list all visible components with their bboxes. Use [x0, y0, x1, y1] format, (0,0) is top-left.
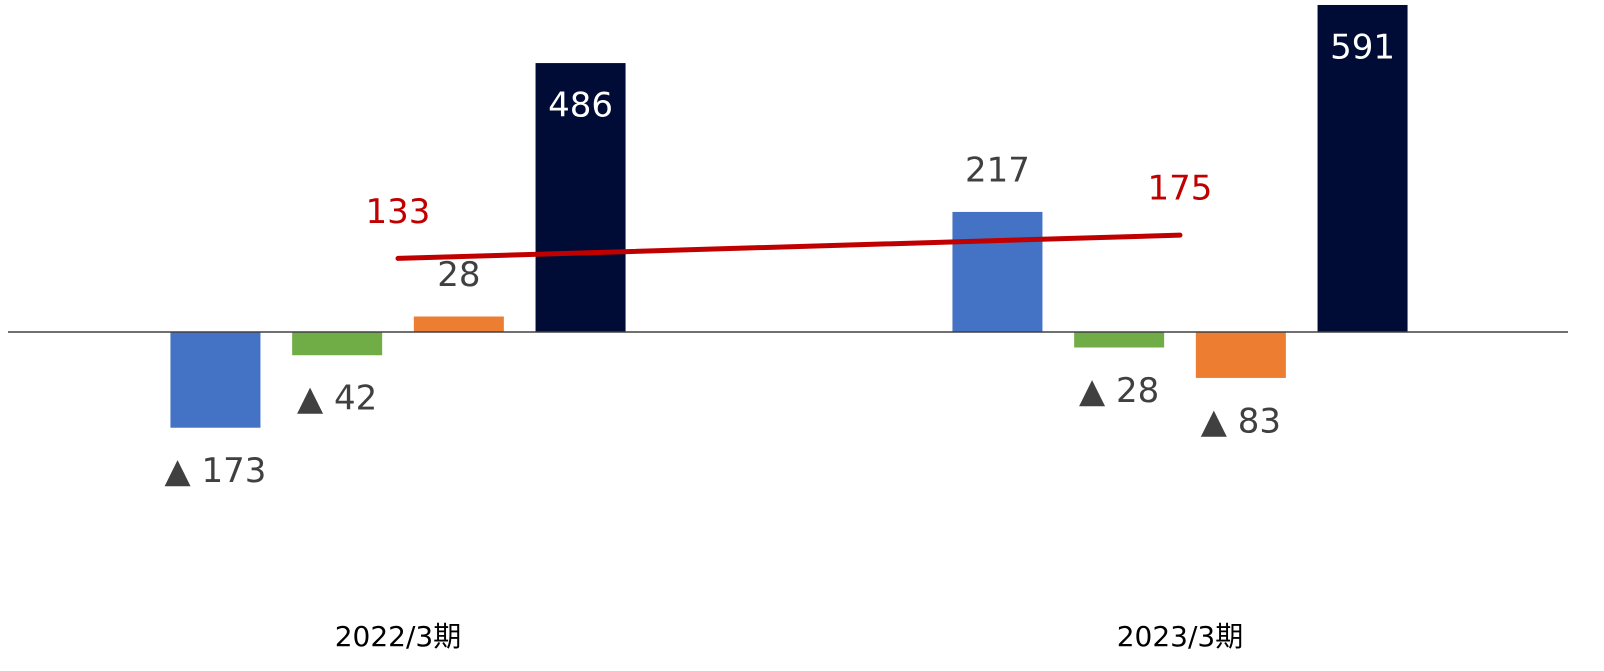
data-label: ▲ 83 — [1201, 401, 1281, 441]
bar — [292, 332, 383, 356]
x-tick-label: 2022/3期 — [335, 620, 462, 653]
bar — [535, 63, 626, 332]
bar — [1195, 332, 1286, 378]
data-label: ▲ 173 — [165, 451, 267, 491]
bar — [413, 316, 504, 332]
line-label: 133 — [366, 192, 431, 232]
bar — [1317, 4, 1408, 332]
data-label: ▲ 42 — [297, 379, 377, 419]
bar — [1074, 332, 1165, 348]
x-tick-label: 2023/3期 — [1117, 620, 1244, 653]
data-label: 217 — [965, 150, 1030, 190]
data-label: 591 — [1330, 27, 1395, 67]
data-label: 28 — [437, 255, 480, 295]
bar — [170, 332, 261, 428]
line — [395, 232, 1183, 261]
data-label: 486 — [548, 86, 613, 126]
line-label: 175 — [1148, 169, 1213, 209]
bar — [952, 211, 1043, 332]
data-label: ▲ 28 — [1079, 371, 1159, 411]
